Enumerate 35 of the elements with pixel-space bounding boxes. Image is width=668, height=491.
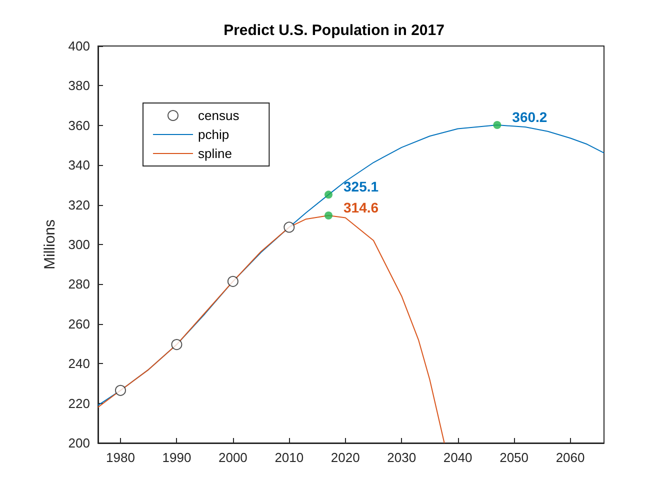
point xyxy=(227,276,238,287)
y-tick-label: 260 xyxy=(68,316,90,332)
data-label: 314.6 xyxy=(344,200,379,216)
y-tick-label: 220 xyxy=(68,396,90,411)
point xyxy=(284,222,295,233)
point xyxy=(171,339,182,350)
y-tick-label: 360 xyxy=(68,118,90,133)
point xyxy=(493,121,502,129)
y-tick-label: 320 xyxy=(68,197,90,212)
x-tick-label: 1980 xyxy=(106,450,135,465)
x-tick-label: 2040 xyxy=(443,450,472,465)
point xyxy=(115,384,126,396)
point xyxy=(324,190,333,199)
legend-label: spline xyxy=(198,146,232,161)
x-tick-label: 1990 xyxy=(162,450,192,465)
data-label: 360.2 xyxy=(512,109,548,126)
legend-label: census xyxy=(198,108,240,123)
y-tick-label: 300 xyxy=(68,237,90,252)
x-tick-label: 2000 xyxy=(218,450,248,465)
y-tick-label: 200 xyxy=(68,436,90,450)
y-tick-label: 240 xyxy=(68,356,90,372)
x-tick-label: 2030 xyxy=(387,450,416,465)
data-label: 325.1 xyxy=(344,178,379,195)
point xyxy=(324,212,333,220)
y-tick-label: 280 xyxy=(68,276,90,292)
x-tick-label: 2020 xyxy=(330,450,360,465)
chart-title: Predict U.S. Population in 2017 xyxy=(224,22,444,39)
y-tick-label: 400 xyxy=(68,38,90,54)
legend-label: pchip xyxy=(198,127,230,142)
y-axis-title: Millions xyxy=(41,219,58,270)
x-tick-label: 2050 xyxy=(500,450,529,465)
y-tick-label: 340 xyxy=(68,158,90,173)
x-tick-label: 2010 xyxy=(274,450,304,465)
x-tick-label: 2060 xyxy=(556,450,585,465)
y-tick-label: 380 xyxy=(68,78,90,94)
